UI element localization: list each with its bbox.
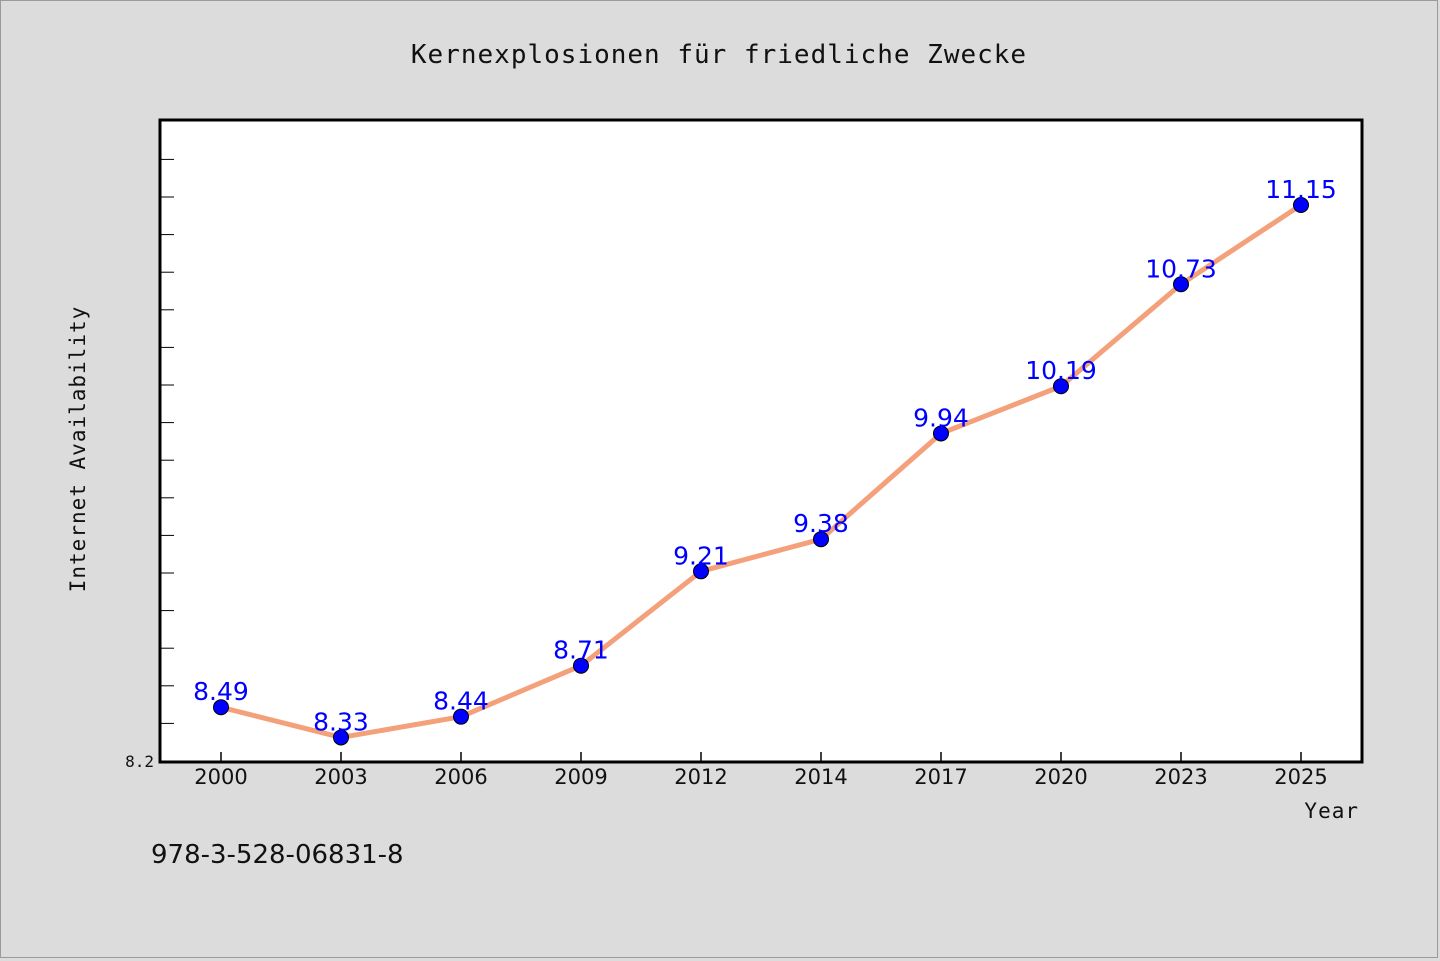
data-labels: 8.49 8.33 8.44 8.71 9.21 9.38 9.94 10.19 10.73 11… [193,175,1337,736]
chart-title: Kernexplosionen für friedliche Zwecke [411,40,1027,70]
data-label: 8.49 [193,677,249,706]
y-axis-ticks [160,158,174,762]
x-tick-label: 2000 [194,765,247,789]
data-label: 9.21 [673,541,729,570]
series-line [218,202,1304,740]
x-tick-label: 2012 [674,765,727,789]
x-tick-label: 2025 [1274,765,1327,789]
isbn-text: 978-3-528-06831-8 [151,840,404,870]
data-label: 10.73 [1145,254,1217,283]
data-point [1053,378,1069,395]
y-tick-label: 8.2 [125,752,154,771]
x-axis-label: Year [1304,799,1359,823]
data-points [213,196,1309,746]
data-label: 8.33 [313,707,369,736]
data-label: 9.38 [793,509,849,538]
data-point [693,563,709,580]
x-tick-label: 2014 [794,765,847,789]
data-label: 8.71 [553,636,609,665]
data-label: 10.19 [1025,356,1097,385]
plot-area [158,118,1364,764]
x-tick-label: 2020 [1034,765,1087,789]
data-label: 9.94 [913,403,969,432]
data-point [453,708,469,725]
x-tick-label: 2023 [1154,765,1207,789]
data-point [813,531,829,548]
data-point [333,729,349,746]
data-point [1173,276,1189,293]
y-axis-label: Internet Availability [66,306,90,593]
data-label: 11.15 [1265,175,1337,204]
x-tick-label: 2006 [434,765,487,789]
x-tick-label: 2017 [914,765,967,789]
data-label: 8.44 [433,687,489,716]
x-axis-ticks: 2000 2003 2006 2009 2012 2014 2017 2020 2023 2025 [194,752,1328,789]
data-point [933,425,949,442]
x-tick-label: 2009 [554,765,607,789]
data-point [573,657,589,674]
data-point [213,699,229,716]
x-tick-label: 2003 [314,765,367,789]
data-point [1293,196,1309,213]
